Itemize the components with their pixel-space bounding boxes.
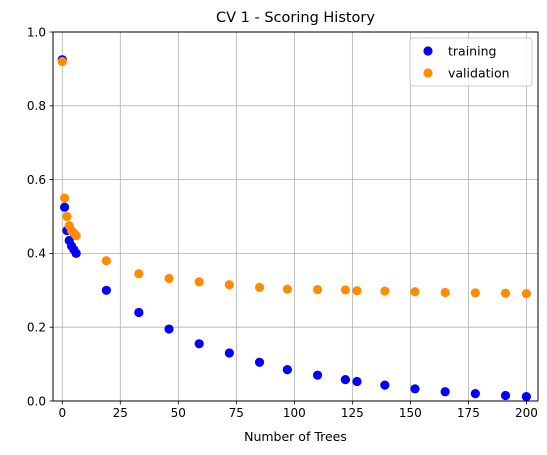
legend-label-training: training xyxy=(448,44,496,59)
training-point xyxy=(194,339,204,349)
data-points xyxy=(57,55,531,402)
x-tick-label: 0 xyxy=(58,406,66,420)
validation-point xyxy=(470,288,480,298)
training-point xyxy=(312,370,323,380)
training-point xyxy=(440,387,450,397)
training-point xyxy=(352,376,362,387)
validation-point xyxy=(194,277,204,287)
training-point xyxy=(60,202,70,212)
y-tick-label: 1.0 xyxy=(27,25,46,39)
series-validation xyxy=(57,56,531,299)
y-tick-label: 0.8 xyxy=(27,99,46,113)
x-tick-label: 100 xyxy=(283,406,306,420)
training-point xyxy=(410,384,420,394)
training-point xyxy=(470,389,480,399)
validation-point xyxy=(224,280,234,290)
x-tick-label: 200 xyxy=(515,406,538,420)
axis-ticks: 0 25 50 75 100 125 150 175 200 0.0 0.2 0.4 0.6 0.8 1.0 xyxy=(27,25,538,420)
validation-point xyxy=(410,287,420,297)
legend: training validation xyxy=(409,37,533,87)
y-tick-label: 0.0 xyxy=(27,394,46,408)
legend-label-validation: validation xyxy=(448,66,510,81)
x-tick-label: 150 xyxy=(399,406,422,420)
validation-point xyxy=(440,287,450,298)
legend-box xyxy=(409,37,533,87)
training-point xyxy=(254,357,265,367)
training-point xyxy=(521,391,531,402)
validation-point xyxy=(521,289,531,299)
training-point xyxy=(340,374,350,385)
plot-frame xyxy=(52,31,539,402)
validation-point xyxy=(62,211,72,222)
validation-point xyxy=(164,273,174,284)
validation-point xyxy=(134,269,144,279)
validation-point xyxy=(101,256,111,266)
y-tick-label: 0.4 xyxy=(27,247,46,261)
training-point xyxy=(101,285,111,295)
x-tick-label: 175 xyxy=(457,406,480,420)
validation-point xyxy=(380,286,390,296)
x-tick-label: 125 xyxy=(341,406,364,420)
training-point xyxy=(164,324,174,334)
legend-marker-validation xyxy=(423,68,433,78)
x-tick-label: 50 xyxy=(171,406,186,420)
validation-point xyxy=(340,285,350,295)
training-point xyxy=(224,348,234,358)
validation-point xyxy=(282,284,292,294)
validation-point xyxy=(71,231,81,241)
legend-marker-training xyxy=(423,46,433,56)
chart-title: CV 1 - Scoring History xyxy=(216,10,375,26)
x-tick-label: 75 xyxy=(229,406,244,420)
y-tick-label: 0.6 xyxy=(27,173,46,187)
grid xyxy=(53,31,538,402)
validation-point xyxy=(60,193,70,203)
validation-point xyxy=(352,286,362,296)
validation-point xyxy=(500,288,511,298)
validation-point xyxy=(312,284,323,295)
validation-point xyxy=(57,56,67,67)
validation-point xyxy=(254,282,265,292)
y-tick-label: 0.2 xyxy=(27,321,46,335)
training-point xyxy=(282,365,292,375)
training-point xyxy=(134,307,144,318)
series-training xyxy=(57,55,531,402)
training-point xyxy=(380,380,390,390)
x-axis-label: Number of Trees xyxy=(244,429,347,444)
training-point xyxy=(71,248,81,258)
training-point xyxy=(500,390,511,401)
x-tick-label: 25 xyxy=(113,406,128,420)
